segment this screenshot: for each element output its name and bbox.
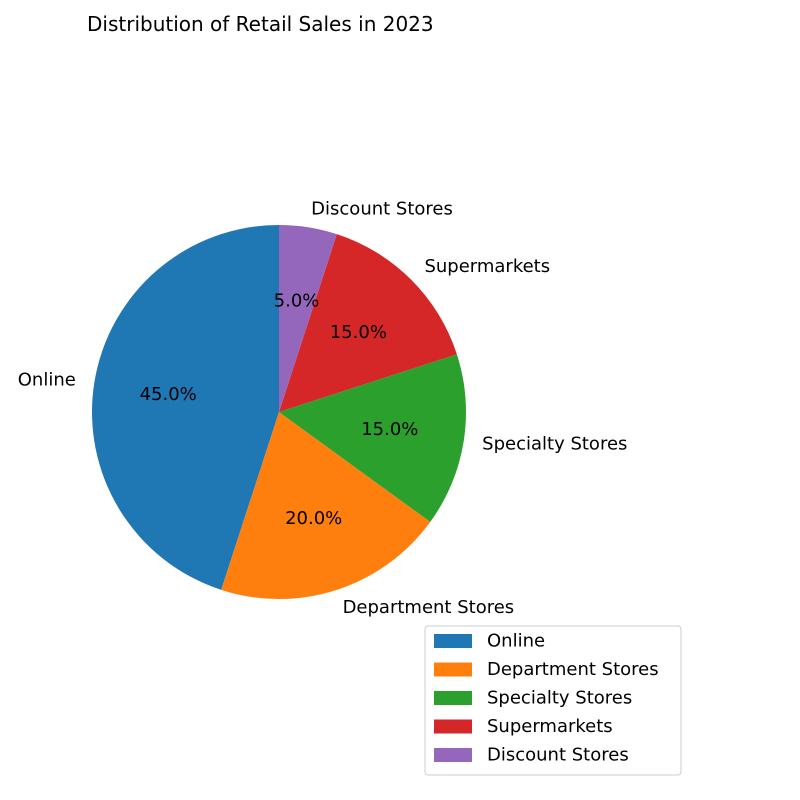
legend: Online Department Stores Specialty Stores S… — [424, 625, 682, 776]
legend-swatch-specialty-stores — [434, 691, 472, 705]
legend-swatch-online — [434, 634, 472, 648]
slice-label-specialty-stores: Specialty Stores — [482, 434, 627, 455]
percent-label-department-stores: 20.0% — [285, 508, 342, 529]
legend-swatch-discount-stores — [434, 748, 472, 762]
slice-label-department-stores: Department Stores — [343, 597, 515, 618]
percent-label-online: 45.0% — [140, 384, 197, 405]
legend-label-online: Online — [487, 631, 545, 652]
legend-label-department-stores: Department Stores — [487, 659, 659, 680]
percent-label-supermarkets: 15.0% — [330, 322, 387, 343]
pie-slices — [91, 225, 466, 600]
percent-label-discount-stores: 5.0% — [274, 291, 320, 312]
chart-title: Distribution of Retail Sales in 2023 — [87, 12, 434, 36]
legend-label-discount-stores: Discount Stores — [487, 745, 629, 766]
pie-slice-online — [91, 225, 279, 590]
legend-label-specialty-stores: Specialty Stores — [487, 688, 632, 709]
legend-swatch-supermarkets — [434, 719, 472, 734]
pie-slice-department-stores — [221, 412, 431, 600]
pie-slice-supermarkets — [279, 234, 457, 412]
legend-box — [424, 625, 682, 776]
slice-labels: Online Department Stores Specialty Stores S… — [18, 198, 628, 618]
legend-label-supermarkets: Supermarkets — [487, 716, 613, 737]
slice-label-online: Online — [18, 369, 76, 390]
pie-slice-discount-stores — [279, 225, 337, 412]
percent-labels: 45.0% 20.0% 15.0% 15.0% 5.0% — [140, 291, 419, 530]
slice-label-supermarkets: Supermarkets — [424, 256, 550, 277]
percent-label-specialty-stores: 15.0% — [361, 419, 418, 440]
legend-swatch-department-stores — [434, 662, 472, 677]
slice-label-discount-stores: Discount Stores — [311, 198, 453, 219]
pie-slice-specialty-stores — [279, 354, 466, 522]
